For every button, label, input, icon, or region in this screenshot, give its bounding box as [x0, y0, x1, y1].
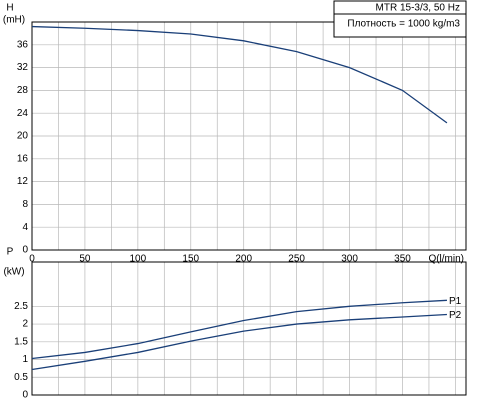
x-tick-label: 100	[130, 254, 147, 265]
y-tick-label: 2	[22, 319, 28, 330]
y-tick-label: 1	[22, 354, 28, 365]
series-line	[31, 299, 447, 360]
x-axis-label: Q(l/min)	[428, 254, 464, 265]
y-tick-label: 28	[17, 85, 29, 96]
series-label: P2	[449, 310, 462, 321]
y-tick-label: 4	[22, 222, 28, 233]
y-tick-label: 2.5	[14, 301, 28, 312]
y-tick-label: 0	[22, 390, 28, 400]
x-tick-label: 300	[341, 254, 358, 265]
info-box	[333, 0, 467, 38]
y-tick-label: 1.5	[14, 336, 28, 347]
x-tick-label: 350	[394, 254, 411, 265]
bottom-frame	[31, 261, 467, 396]
y-axis-label: P	[7, 247, 14, 258]
x-tick-label: 250	[288, 254, 305, 265]
series-label: P1	[449, 296, 462, 307]
model: MTR 15-3/3, 50 Hz	[376, 3, 460, 14]
x-tick-label: 0	[29, 254, 35, 265]
y-tick-label: 0.5	[14, 372, 28, 383]
y-axis-unit: (mH)	[3, 15, 25, 26]
y-axis-label: H	[6, 3, 13, 14]
y-tick-label: 24	[17, 108, 29, 119]
y-tick-label: 0	[22, 245, 28, 256]
y-tick-label: 20	[17, 131, 29, 142]
series-line	[31, 25, 448, 124]
x-tick-label: 150	[182, 254, 199, 265]
series-line	[31, 313, 447, 371]
x-tick-label: 50	[79, 254, 91, 265]
y-tick-label: 36	[17, 39, 29, 50]
y-tick-label: 32	[17, 62, 29, 73]
y-tick-label: 8	[22, 199, 28, 210]
y-tick-label: 16	[17, 153, 29, 164]
y-tick-label: 12	[17, 176, 29, 187]
density: Плотность = 1000 kg/m3	[347, 19, 460, 30]
top-frame	[31, 21, 467, 251]
y-axis-unit: (kW)	[3, 267, 24, 278]
x-tick-label: 200	[235, 254, 252, 265]
